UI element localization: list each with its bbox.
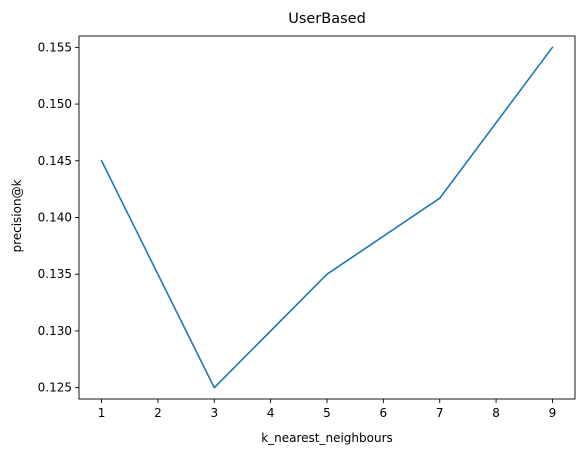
x-tick-label: 1	[98, 406, 106, 420]
x-tick-label: 7	[436, 406, 444, 420]
x-tick-label: 9	[549, 406, 557, 420]
x-axis: 1 2 3 4 5 6 7 8 9	[98, 399, 557, 420]
y-axis: 0.125 0.130 0.135 0.140 0.145 0.150 0.155	[38, 40, 79, 395]
x-tick-label: 3	[210, 406, 218, 420]
y-axis-label: precision@k	[10, 179, 24, 252]
x-tick-label: 2	[154, 406, 162, 420]
x-tick-label: 8	[492, 406, 500, 420]
y-tick-label: 0.140	[38, 211, 72, 225]
y-tick-label: 0.130	[38, 324, 72, 338]
chart-title: UserBased	[288, 11, 366, 27]
x-axis-label: k_nearest_neighbours	[261, 431, 393, 445]
y-tick-label: 0.125	[38, 381, 72, 395]
x-tick-label: 6	[380, 406, 388, 420]
plot-frame	[78, 35, 576, 400]
plot-area	[78, 35, 576, 400]
x-tick-label: 4	[267, 406, 275, 420]
x-tick-label: 5	[323, 406, 331, 420]
y-tick-label: 0.145	[38, 154, 72, 168]
y-tick-label: 0.135	[38, 267, 72, 281]
y-tick-label: 0.150	[38, 97, 72, 111]
series-line-0	[100, 46, 554, 389]
y-tick-label: 0.155	[38, 40, 72, 54]
